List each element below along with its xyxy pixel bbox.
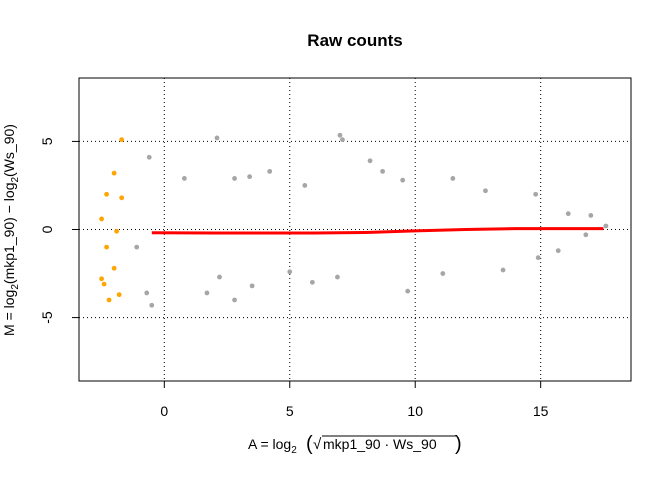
data-point <box>267 168 273 174</box>
data-point <box>440 271 446 276</box>
y-tick-label: 5 <box>39 137 55 145</box>
zero-count-point <box>106 297 112 303</box>
data-point <box>217 274 222 280</box>
y-label-part2: (mkp1_90) − log <box>1 183 17 285</box>
zero-count-point <box>111 170 117 176</box>
data-point <box>144 290 150 296</box>
zero-count-point <box>111 265 117 271</box>
data-points <box>99 132 609 308</box>
trend-line <box>151 227 604 235</box>
y-label-part3: (Ws_90) <box>1 124 17 177</box>
data-point <box>483 188 488 194</box>
data-point <box>146 154 152 160</box>
data-point <box>380 168 385 174</box>
data-point <box>287 269 293 275</box>
data-point <box>588 213 594 218</box>
y-axis: -5 0 5 <box>39 137 79 324</box>
data-point <box>565 211 571 217</box>
data-point <box>337 132 343 138</box>
data-point <box>400 177 406 183</box>
y-tick-label: -5 <box>39 311 55 324</box>
x-tick-label: 15 <box>533 403 549 419</box>
data-point <box>367 158 373 164</box>
data-point <box>500 267 506 273</box>
x-tick-label: 5 <box>286 403 294 419</box>
data-point <box>335 274 340 280</box>
x-axis-label: A = log2 ( √ mkp1_90 · Ws_90 ) <box>248 433 462 456</box>
data-point <box>583 232 589 238</box>
zero-count-point <box>119 137 125 143</box>
y-label-sub1: 2 <box>10 284 21 290</box>
data-point <box>249 283 255 289</box>
data-point <box>555 248 561 254</box>
data-point <box>340 137 345 143</box>
trend-path <box>151 227 604 235</box>
zero-count-point <box>101 281 107 287</box>
y-label-part1: M = log <box>1 290 17 336</box>
data-point <box>214 135 220 141</box>
zero-count-point <box>104 191 109 197</box>
x-tick-label: 10 <box>407 403 423 419</box>
x-label-prefix: A = log <box>248 436 291 452</box>
zero-count-point <box>104 244 109 250</box>
data-point <box>302 183 308 188</box>
x-label-sqrt-sign: √ <box>313 436 322 453</box>
y-tick-label: 0 <box>39 225 55 233</box>
data-point <box>603 223 609 229</box>
data-point <box>535 255 541 261</box>
x-axis: 0 5 10 15 <box>160 381 549 419</box>
data-point <box>247 174 253 180</box>
data-point <box>149 302 155 308</box>
svg-text:M = log2(mkp1_90) − log2(Ws_90: M = log2(mkp1_90) − log2(Ws_90) <box>1 124 21 336</box>
data-point <box>450 176 456 181</box>
data-point <box>309 279 315 285</box>
svg-text:A = log2: A = log2 <box>248 436 297 456</box>
data-point <box>134 244 140 250</box>
data-point <box>533 191 539 197</box>
x-label-radicand: mkp1_90 · Ws_90 <box>323 436 437 452</box>
data-point <box>181 176 187 181</box>
data-point <box>204 290 210 296</box>
x-label-open-paren: ( <box>306 433 313 455</box>
y-label-sub2: 2 <box>10 177 21 183</box>
x-tick-label: 0 <box>160 403 168 419</box>
zero-count-point <box>116 292 122 298</box>
zero-count-point <box>99 276 104 282</box>
chart-title: Raw counts <box>307 31 402 50</box>
zero-count-point <box>114 228 120 234</box>
x-label-close-paren: ) <box>455 433 462 455</box>
x-label-sub: 2 <box>291 445 297 456</box>
data-point <box>232 297 237 303</box>
zero-count-point <box>99 216 104 222</box>
data-point <box>405 288 411 294</box>
data-point <box>232 176 237 181</box>
y-axis-label: M = log2(mkp1_90) − log2(Ws_90) <box>1 124 21 336</box>
zero-count-point <box>119 195 125 201</box>
